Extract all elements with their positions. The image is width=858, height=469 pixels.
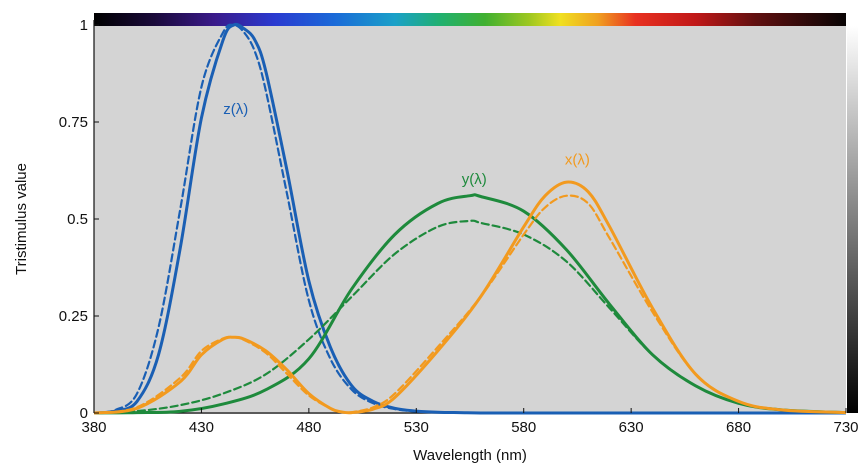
grayscale-bar <box>847 26 858 413</box>
x-tick-label: 530 <box>404 419 429 436</box>
x-tick-label: 380 <box>81 419 106 436</box>
series-x-dashed-line <box>94 194 846 415</box>
y-axis-title: Tristimulus value <box>13 163 30 275</box>
x-tick-label: 680 <box>726 419 751 436</box>
series-y-dashed-line <box>94 219 846 415</box>
series-label-z: z(λ) <box>223 101 248 118</box>
y-tick-label: 0.5 <box>67 211 88 228</box>
x-tick-label: 730 <box>833 419 858 436</box>
y-tick-label: 0.25 <box>59 308 88 325</box>
x-tick-label: 580 <box>511 419 536 436</box>
y-tick-label: 1 <box>80 17 88 34</box>
x-tick-label: 480 <box>296 419 321 436</box>
series-label-x: x(λ) <box>565 152 590 169</box>
plot-area <box>94 20 846 414</box>
y-tick-label: 0.75 <box>59 114 88 131</box>
series-z-dashed-line <box>94 23 846 415</box>
x-tick-label: 630 <box>619 419 644 436</box>
y-tick-label: 0 <box>80 405 88 422</box>
x-axis-title: Wavelength (nm) <box>413 447 527 464</box>
series-label-y: y(λ) <box>462 171 487 188</box>
x-tick-label: 430 <box>189 419 214 436</box>
spectrum-bar <box>94 13 846 26</box>
